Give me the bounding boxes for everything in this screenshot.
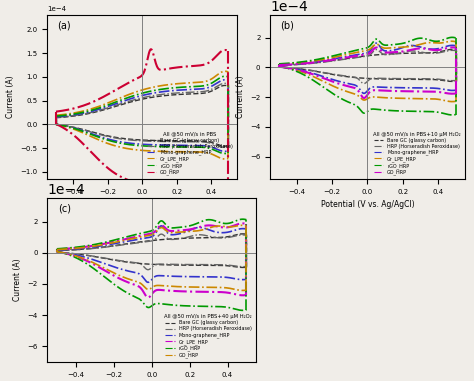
X-axis label: Potential (V vs. Ag/AgCl): Potential (V vs. Ag/AgCl)	[95, 200, 189, 209]
Legend: Bare GC (glassy carbon), HRP (Horseradish Peroxidase), Mono-graphene_HRP, Gr_LPE: Bare GC (glassy carbon), HRP (Horseradis…	[163, 313, 254, 360]
Text: (b): (b)	[280, 20, 294, 30]
X-axis label: Potential (V vs. Ag/AgCl): Potential (V vs. Ag/AgCl)	[320, 200, 414, 209]
Y-axis label: Current (A): Current (A)	[13, 259, 22, 301]
Text: (c): (c)	[58, 203, 71, 213]
Legend: Bare GC (glassy carbon), HRP (Horseradish Peroxidase), Mono-graphene_HRP, Gr_LPE: Bare GC (glassy carbon), HRP (Horseradis…	[372, 130, 462, 177]
Text: (a): (a)	[57, 20, 71, 30]
Legend: Bare GC (glassy carbon), HRP (Horseradish Peroxidase), Mono-graphene_HRP, Gr_LPE: Bare GC (glassy carbon), HRP (Horseradis…	[145, 130, 235, 177]
Y-axis label: Current (A): Current (A)	[6, 76, 15, 118]
Y-axis label: Current (A): Current (A)	[236, 76, 245, 118]
